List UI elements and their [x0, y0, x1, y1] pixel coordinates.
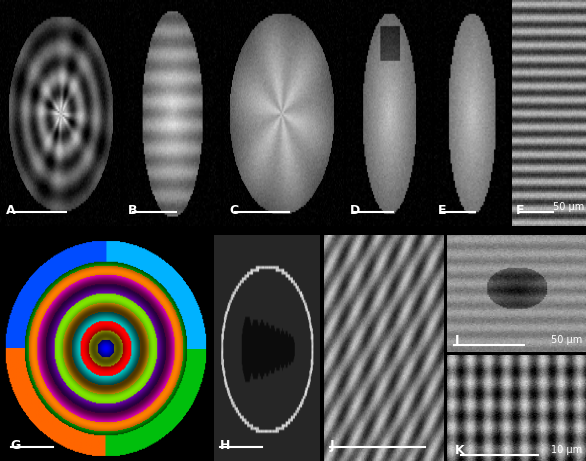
Text: D: D: [350, 204, 360, 217]
Text: J: J: [330, 439, 335, 452]
Text: A: A: [6, 204, 16, 217]
Text: F: F: [516, 204, 524, 217]
Text: E: E: [438, 204, 447, 217]
Text: 10 μm: 10 μm: [551, 445, 582, 455]
Text: G: G: [11, 439, 21, 452]
Text: 50 μm: 50 μm: [553, 202, 584, 213]
Text: C: C: [229, 204, 238, 217]
Text: K: K: [454, 444, 464, 457]
Text: H: H: [220, 439, 230, 452]
Text: B: B: [128, 204, 137, 217]
Text: I: I: [454, 334, 459, 347]
Text: 50 μm: 50 μm: [551, 335, 582, 345]
